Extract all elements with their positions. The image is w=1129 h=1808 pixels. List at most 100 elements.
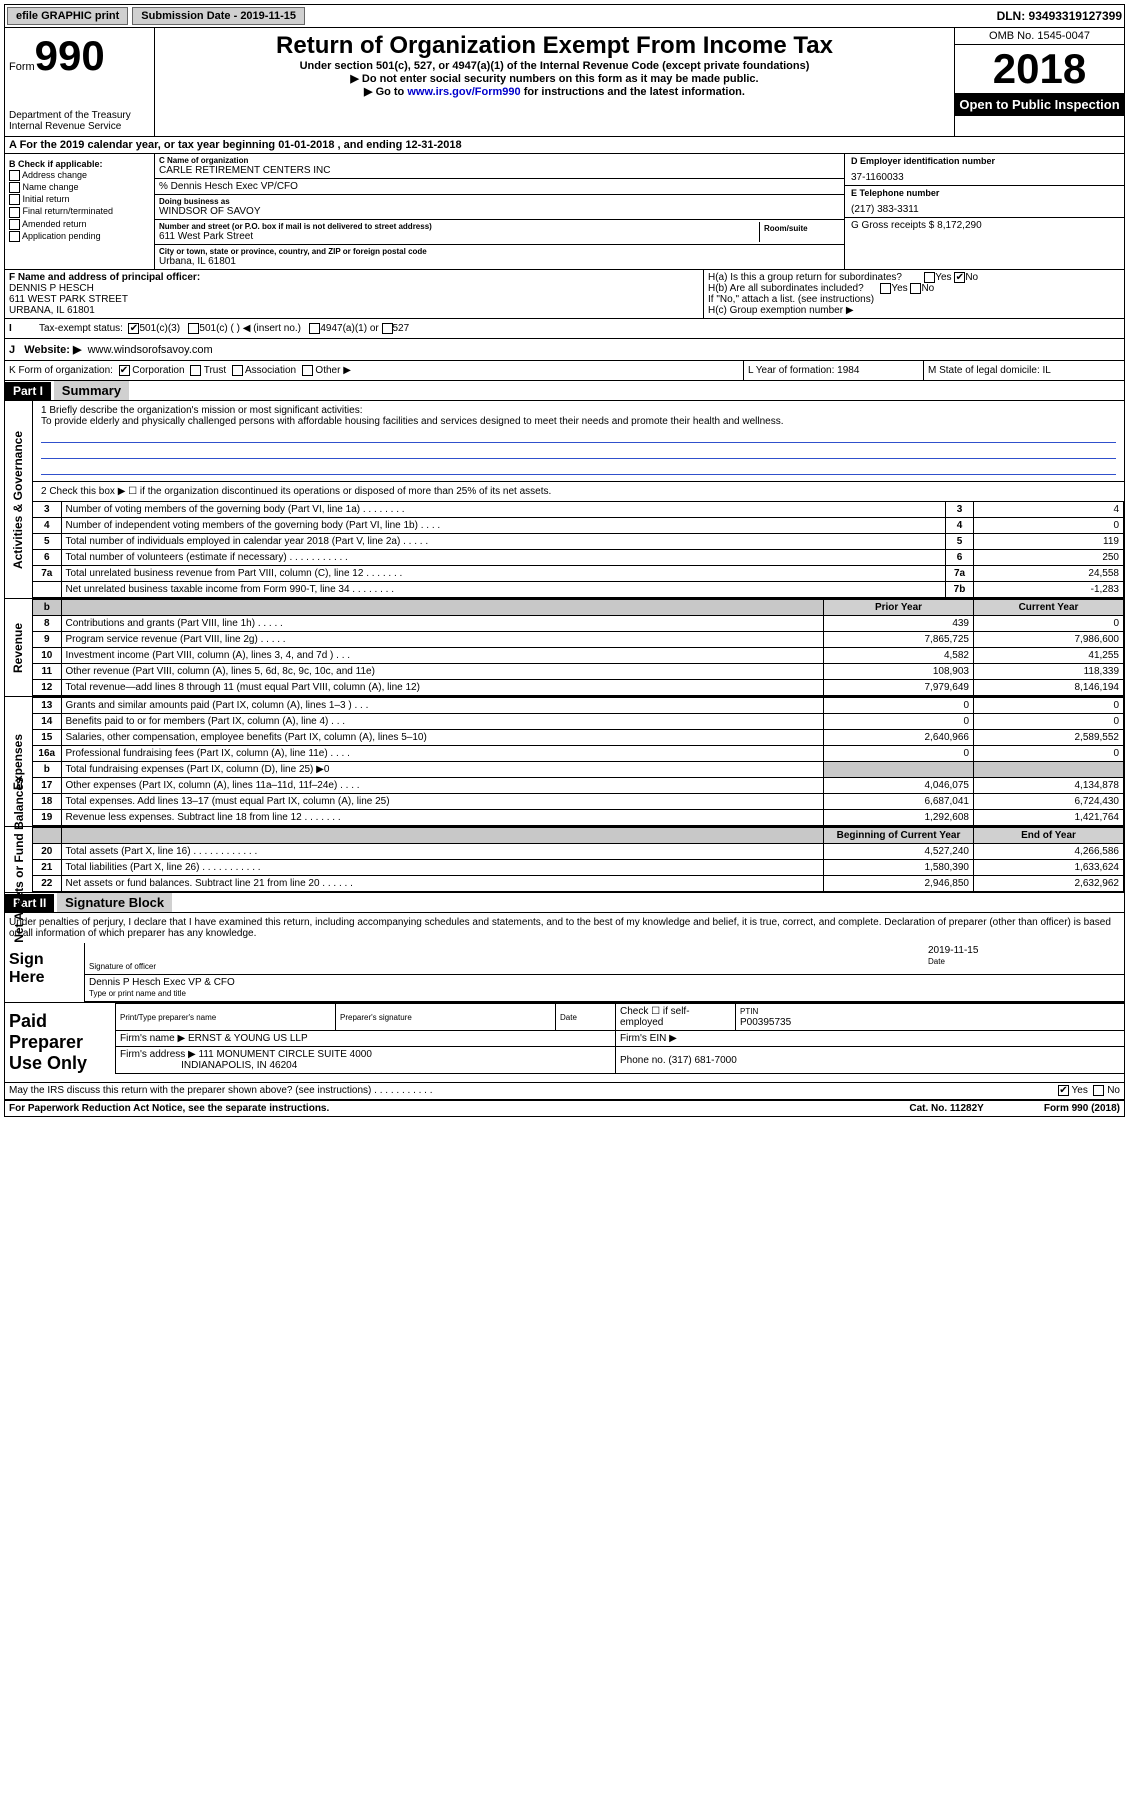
cb-ha-no[interactable] [954,272,965,283]
vtab-na: Net Assets or Fund Balances [12,777,26,943]
officer-label: F Name and address of principal officer: [9,272,699,283]
calendar-year-line: A For the 2019 calendar year, or tax yea… [4,137,1125,154]
table-row: 14Benefits paid to or for members (Part … [33,714,1124,730]
table-row: 12Total revenue—add lines 8 through 11 (… [33,680,1124,696]
cb-527[interactable] [382,323,393,334]
table-row: 8Contributions and grants (Part VIII, li… [33,616,1124,632]
tax-year: 2018 [955,45,1124,93]
form-number: 990 [35,32,105,79]
ein-label: D Employer identification number [851,156,1118,166]
tax-status-label: Tax-exempt status: [39,323,123,334]
part1-title: Summary [54,381,129,400]
year-formation: L Year of formation: 1984 [744,361,924,380]
cb-hb-no[interactable] [910,283,921,294]
table-row: 4Number of independent voting members of… [33,518,1124,534]
exp-table: 13Grants and similar amounts paid (Part … [33,697,1124,826]
declaration: Under penalties of perjury, I declare th… [4,913,1125,943]
box-b-title: B Check if applicable: [9,159,150,169]
irs-link[interactable]: www.irs.gov/Form990 [407,86,520,98]
org-name: CARLE RETIREMENT CENTERS INC [159,165,840,176]
top-bar: efile GRAPHIC print Submission Date - 20… [4,4,1125,28]
table-row: 17Other expenses (Part IX, column (A), l… [33,778,1124,794]
q2: 2 Check this box ▶ ☐ if the organization… [33,482,1124,501]
cb-discuss-no[interactable] [1093,1085,1104,1096]
rev-section: Revenue bPrior YearCurrent Year 8Contrib… [4,599,1125,697]
room-label: Room/suite [764,224,836,233]
care-of: % Dennis Hesch Exec VP/CFO [155,179,844,195]
phone-value: (217) 383-3311 [851,204,1118,215]
firm-phone: Phone no. (317) 681-7000 [620,1055,737,1066]
ssn-warning: ▶ Do not enter social security numbers o… [159,72,950,85]
cb-app-pending[interactable] [9,231,20,242]
table-row: 20Total assets (Part X, line 16) . . . .… [33,844,1124,860]
mission-blank-line [41,445,1116,459]
table-row: 19Revenue less expenses. Subtract line 1… [33,810,1124,826]
cb-discuss-yes[interactable] [1058,1085,1069,1096]
table-row: 9Program service revenue (Part VIII, lin… [33,632,1124,648]
table-row: 10Investment income (Part VIII, column (… [33,648,1124,664]
form-word: Form [9,61,35,73]
table-row: 11Other revenue (Part VIII, column (A), … [33,664,1124,680]
website-row: J Website: ▶ www.windsorofsavoy.com [4,339,1125,361]
dln: DLN: 93493319127399 [997,9,1122,23]
cb-other[interactable] [302,365,313,376]
cb-name-change[interactable] [9,182,20,193]
table-row: 5Total number of individuals employed in… [33,534,1124,550]
table-row: 13Grants and similar amounts paid (Part … [33,698,1124,714]
hb-line: H(b) Are all subordinates included? Yes … [708,283,1120,294]
irs-label: Internal Revenue Service [9,121,150,132]
table-row: 15Salaries, other compensation, employee… [33,730,1124,746]
box-c: C Name of organization CARLE RETIREMENT … [155,154,844,269]
officer-addr1: 611 WEST PARK STREET [9,294,699,305]
cb-4947[interactable] [309,323,320,334]
ptin: P00395735 [740,1017,791,1028]
mission-blank-line [41,429,1116,443]
part1-header: Part I [5,382,51,400]
part2-title: Signature Block [57,893,172,912]
na-section: Net Assets or Fund Balances Beginning of… [4,827,1125,893]
k-l-m-row: K Form of organization: Corporation Trus… [4,361,1125,381]
table-row: 16aProfessional fundraising fees (Part I… [33,746,1124,762]
gross-receipts: G Gross receipts $ 8,172,290 [851,220,1118,231]
efile-label: efile GRAPHIC print [7,7,128,25]
table-row: bTotal fundraising expenses (Part IX, co… [33,762,1124,778]
cb-amended[interactable] [9,219,20,230]
form-title: Return of Organization Exempt From Incom… [159,32,950,60]
dept-treasury: Department of the Treasury [9,110,150,121]
phone-label: E Telephone number [851,188,1118,198]
cb-501c3[interactable] [128,323,139,334]
hc-line: H(c) Group exemption number ▶ [708,305,1120,316]
website-url: www.windsorofsavoy.com [88,344,213,356]
section-abcdeg: B Check if applicable: Address change Na… [4,154,1125,270]
section-fh: F Name and address of principal officer:… [4,270,1125,319]
pra-notice: For Paperwork Reduction Act Notice, see … [9,1103,329,1114]
hb-note: If "No," attach a list. (see instruction… [708,294,1120,305]
exp-section: Expenses 13Grants and similar amounts pa… [4,697,1125,827]
table-row: 18Total expenses. Add lines 13–17 (must … [33,794,1124,810]
dba-value: WINDSOR OF SAVOY [159,206,840,217]
submission-date: Submission Date - 2019-11-15 [132,7,305,25]
cb-ha-yes[interactable] [924,272,935,283]
box-b: B Check if applicable: Address change Na… [5,154,155,269]
cb-final-return[interactable] [9,207,20,218]
cb-501c[interactable] [188,323,199,334]
street-value: 611 West Park Street [159,231,759,242]
table-row: 21Total liabilities (Part X, line 26) . … [33,860,1124,876]
officer-signed-name: Dennis P Hesch Exec VP & CFO [89,977,1120,988]
box-deg: D Employer identification number 37-1160… [844,154,1124,269]
form-subtitle: Under section 501(c), 527, or 4947(a)(1)… [159,60,950,72]
rev-table: bPrior YearCurrent Year 8Contributions a… [33,599,1124,696]
cb-assoc[interactable] [232,365,243,376]
form-header: Form990 Department of the Treasury Inter… [4,28,1125,137]
mission-blank-line [41,461,1116,475]
cb-hb-yes[interactable] [880,283,891,294]
discuss-row: May the IRS discuss this return with the… [4,1083,1125,1099]
gov-table: 3Number of voting members of the governi… [33,501,1124,598]
cb-address-change[interactable] [9,170,20,181]
cb-trust[interactable] [190,365,201,376]
sig-date: 2019-11-15 [928,945,1120,956]
gov-section: Activities & Governance 1 Briefly descri… [4,401,1125,599]
cb-corp[interactable] [119,365,130,376]
cb-initial-return[interactable] [9,194,20,205]
org-name-label: C Name of organization [159,156,840,165]
